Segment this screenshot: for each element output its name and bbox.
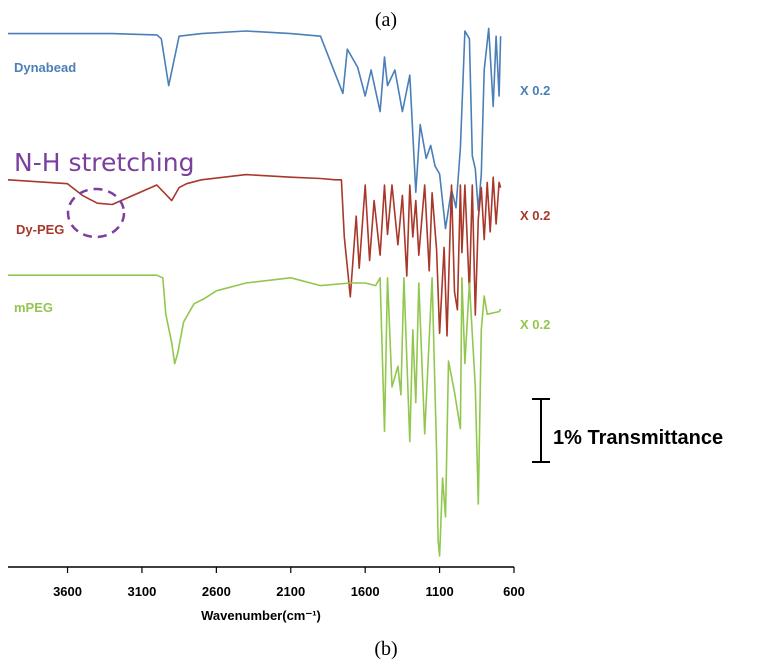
- series-label-mpeg: mPEG: [14, 300, 53, 315]
- series-label-dynabead: Dynabead: [14, 60, 76, 75]
- panel-label-b: (b): [374, 638, 397, 660]
- x-axis-title: Wavenumber(cm⁻¹): [201, 608, 321, 623]
- scale-factor-dynabead: X 0.2: [520, 83, 550, 98]
- series-line-mpeg: [8, 274, 502, 557]
- series-line-dynabead: [8, 27, 502, 230]
- transmittance-scale-bar: 1% Transmittance: [532, 398, 723, 463]
- scale-bar-label: 1% Transmittance: [553, 427, 723, 449]
- x-tick-layer: 3600 3100 2600 2100 1600 1100 600: [53, 567, 525, 599]
- x-tick-label: 1600: [351, 584, 380, 599]
- x-tick-label: 3100: [127, 584, 156, 599]
- nh-stretching-annotation: N-H stretching: [14, 148, 194, 177]
- x-tick-label: 2600: [202, 584, 231, 599]
- spectra-series-layer: [7, 27, 502, 557]
- x-tick-label: 600: [503, 584, 525, 599]
- x-tick-label: 2100: [276, 584, 305, 599]
- panel-label-a: (a): [375, 9, 397, 31]
- scale-factor-mpeg: X 0.2: [520, 317, 550, 332]
- nh-stretching-circle: [66, 187, 126, 239]
- x-tick-label: 3600: [53, 584, 82, 599]
- series-label-dy-peg: Dy-PEG: [16, 222, 64, 237]
- x-tick-label: 1100: [425, 584, 453, 599]
- series-line-dy-peg: [7, 173, 502, 337]
- scale-factor-dy-peg: X 0.2: [520, 208, 550, 223]
